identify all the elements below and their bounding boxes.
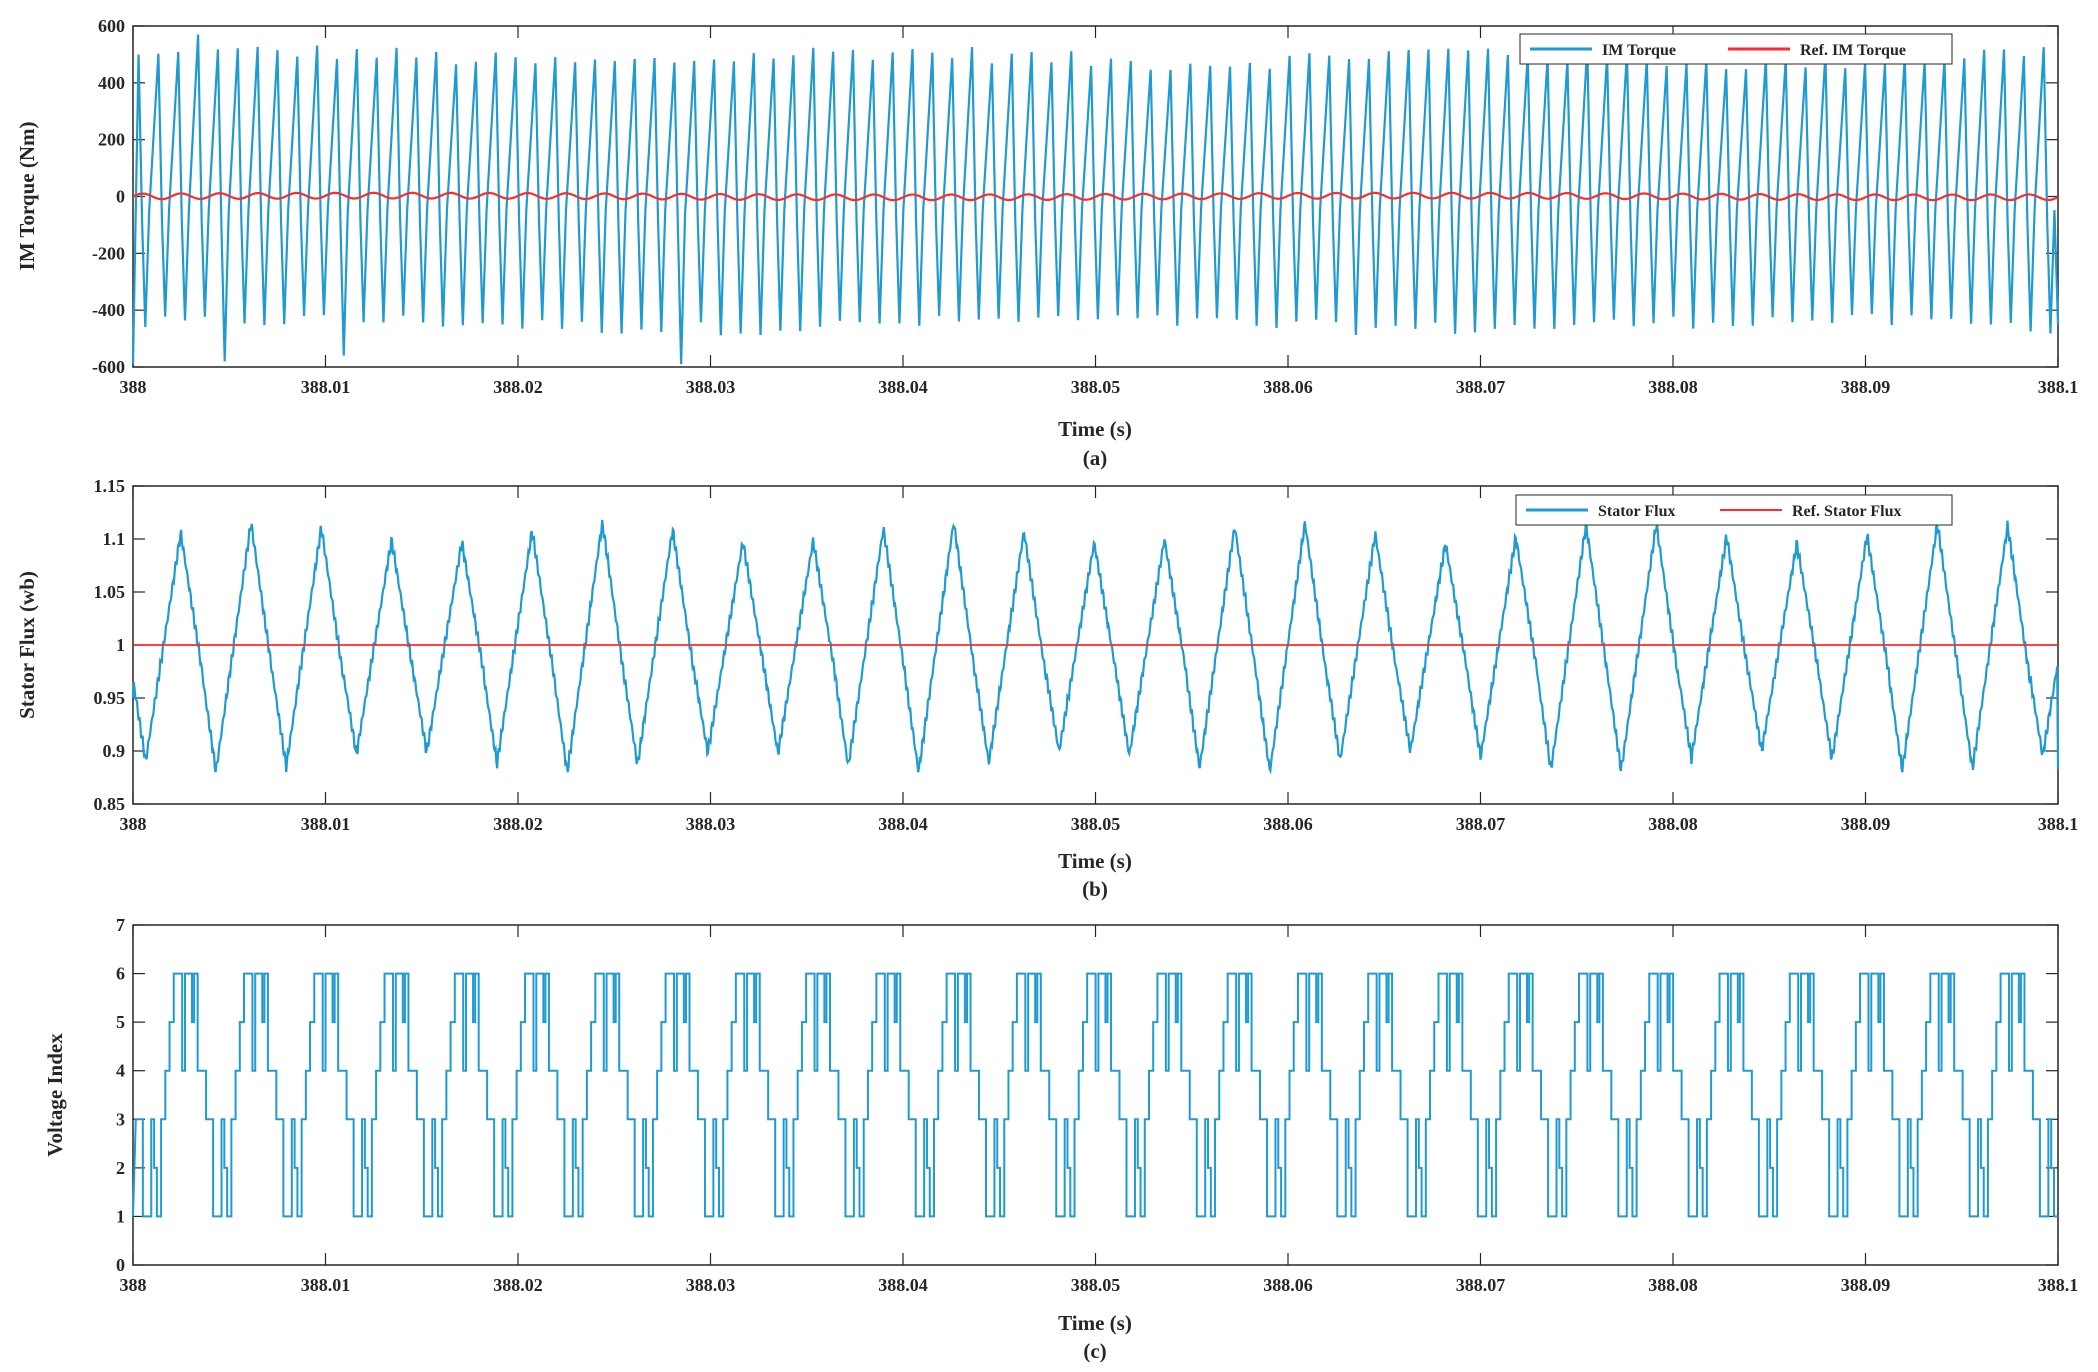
x-ticks-stator-flux: 388 388.01 388.02 388.03 388.04 388.05 388.06 3…: [120, 486, 2079, 834]
x-tick-label: 388.09: [1841, 814, 1891, 834]
legend-label-ref-stator-flux: Ref. Stator Flux: [1792, 503, 1901, 520]
y-tick-label: 0: [116, 1255, 125, 1275]
legend-stator-flux: Stator Flux Ref. Stator Flux: [1515, 494, 1953, 526]
y-tick-label: 6: [116, 964, 125, 984]
x-tick-label: 388.03: [686, 377, 736, 397]
y-tick-label: 5: [116, 1012, 125, 1032]
y-tick-label: -400: [92, 300, 125, 320]
y-tick-label: 1.1: [103, 529, 126, 549]
x-ticks-torque: 388 388.01 388.02 388.03 388.04 388.05 388.06 3…: [120, 26, 2079, 397]
x-tick-label: 388.01: [301, 1275, 351, 1295]
y-tick-label: 7: [116, 915, 125, 935]
x-tick-label: 388.04: [878, 814, 928, 834]
legend-torque: IM Torque Ref. IM Torque: [1519, 33, 1953, 65]
y-tick-label: 1: [116, 1206, 125, 1226]
y-tick-label: 1.05: [94, 582, 126, 602]
x-tick-label: 388.1: [2038, 1275, 2079, 1295]
x-tick-label: 388.06: [1263, 1275, 1313, 1295]
y-axis-label-torque: IM Torque (Nm): [15, 122, 39, 271]
x-axis-label-voltage-index: Time (s): [1058, 1311, 1132, 1335]
x-tick-label: 388.05: [1071, 377, 1121, 397]
x-tick-label: 388.05: [1071, 814, 1121, 834]
series-line-ref-im-torque: [132, 191, 2059, 202]
legend-label-stator-flux: Stator Flux: [1598, 503, 1675, 520]
x-tick-label: 388.01: [301, 814, 351, 834]
x-tick-label: 388.02: [493, 1275, 543, 1295]
x-tick-label: 388.09: [1841, 377, 1891, 397]
legend-label-im-torque: IM Torque: [1602, 42, 1676, 59]
y-tick-label: 0.9: [103, 741, 126, 761]
x-tick-label: 388: [120, 814, 147, 834]
y-tick-label: -200: [92, 243, 125, 263]
x-tick-label: 388.08: [1648, 377, 1698, 397]
series-voltage-index: [132, 972, 2058, 1218]
caption-b: (b): [1082, 877, 1108, 901]
x-tick-label: 388.1: [2038, 814, 2079, 834]
y-tick-label: -600: [92, 357, 125, 377]
x-tick-label: 388.05: [1071, 1275, 1121, 1295]
series-stator-flux: [131, 519, 2060, 775]
series-line-im-torque: [131, 34, 2060, 365]
x-tick-label: 388.08: [1648, 1275, 1698, 1295]
caption-c: (c): [1083, 1339, 1106, 1363]
y-tick-label: 3: [116, 1109, 125, 1129]
x-tick-label: 388.03: [686, 1275, 736, 1295]
caption-a: (a): [1083, 446, 1108, 470]
x-axis-label-stator-flux: Time (s): [1058, 849, 1132, 873]
x-tick-label: 388.03: [686, 814, 736, 834]
x-tick-label: 388: [120, 1275, 147, 1295]
y-tick-label: 0.85: [94, 794, 126, 814]
y-tick-label: 0.95: [94, 688, 126, 708]
y-axis-label-stator-flux: Stator Flux (wb): [15, 571, 39, 719]
panel-voltage-index: 0 1 2 3 4 5 6 7 388 388.01 388.02 388.03 388.04 388.…: [43, 915, 2078, 1363]
series-torque: [131, 34, 2060, 365]
series-line-voltage-index: [132, 972, 2058, 1218]
x-tick-label: 388.09: [1841, 1275, 1891, 1295]
x-tick-label: 388.07: [1456, 377, 1506, 397]
y-ticks-stator-flux: 0.85 0.9 0.95 1 1.05 1.1 1.15: [94, 476, 2058, 814]
x-tick-label: 388.1: [2038, 377, 2079, 397]
x-tick-label: 388.04: [878, 1275, 928, 1295]
x-tick-label: 388.04: [878, 377, 928, 397]
y-tick-label: 400: [98, 73, 125, 93]
x-tick-label: 388.01: [301, 377, 351, 397]
x-tick-label: 388.06: [1263, 377, 1313, 397]
y-tick-label: 2: [116, 1158, 125, 1178]
y-ticks-voltage-index: 0 1 2 3 4 5 6 7: [116, 915, 2058, 1275]
x-tick-label: 388.08: [1648, 814, 1698, 834]
y-tick-label: 1.15: [94, 476, 126, 496]
x-tick-label: 388.06: [1263, 814, 1313, 834]
x-ticks-voltage-index: 388 388.01 388.02 388.03 388.04 388.05 388.06 3…: [120, 925, 2079, 1295]
y-tick-label: 4: [116, 1061, 125, 1081]
legend-label-ref-im-torque: Ref. IM Torque: [1800, 42, 1906, 59]
x-tick-label: 388.07: [1456, 1275, 1506, 1295]
x-tick-label: 388: [120, 377, 147, 397]
y-tick-label: 1: [116, 635, 125, 655]
y-axis-label-voltage-index: Voltage Index: [43, 1033, 67, 1157]
y-tick-label: 0: [116, 187, 125, 207]
x-tick-label: 388.02: [493, 377, 543, 397]
x-tick-label: 388.02: [493, 814, 543, 834]
y-tick-label: 200: [98, 130, 125, 150]
y-tick-label: 600: [98, 16, 125, 36]
x-tick-label: 388.07: [1456, 814, 1506, 834]
x-axis-label-torque: Time (s): [1058, 417, 1132, 441]
series-line-stator-flux: [131, 519, 2060, 775]
